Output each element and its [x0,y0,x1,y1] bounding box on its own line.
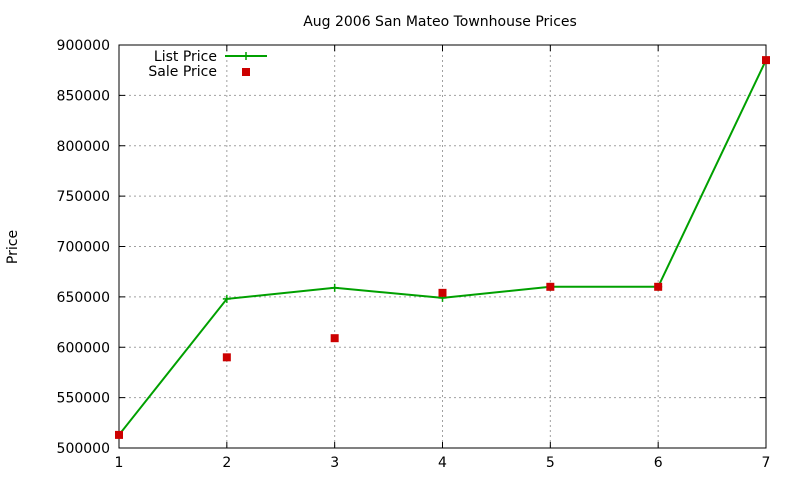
axis-ticks: 500000 550000 600000 650000 700000 750000 8000… [57,38,771,471]
sale-price-point [222,353,231,362]
y-tick-label: 550000 [57,391,110,407]
y-tick-label: 850000 [57,88,110,104]
x-tick-label: 7 [762,455,771,471]
list-price-point [330,283,339,292]
sale-price-point [762,56,770,65]
plot-frame [118,44,767,449]
legend-label-sale-price: Sale Price [148,64,217,80]
x-tick-label: 6 [654,455,663,471]
sale-price-point [330,334,339,343]
x-tick-label: 2 [222,455,231,471]
x-tick-label: 5 [546,455,555,471]
y-tick-label: 900000 [57,38,110,54]
y-tick-label: 500000 [57,441,110,457]
sale-price-point [115,430,123,439]
y-tick-label: 650000 [57,290,110,306]
legend-swatch-sale-square [242,68,250,76]
sale-price-point [654,282,663,291]
x-tick-label: 1 [115,455,124,471]
series [115,56,770,439]
sale-price-point [546,282,555,291]
list-price-point [222,294,231,303]
y-axis-title: Price [5,230,21,264]
sale-price-point [438,288,447,297]
y-tick-label: 750000 [57,189,110,205]
grid [119,45,766,448]
y-tick-label: 600000 [57,340,110,356]
y-tick-label: 700000 [57,240,110,256]
x-tick-label: 3 [330,455,339,471]
chart-title: Aug 2006 San Mateo Townhouse Prices [303,14,577,30]
y-tick-label: 800000 [57,139,110,155]
legend-label-list-price: List Price [154,49,217,65]
x-tick-label: 4 [438,455,447,471]
